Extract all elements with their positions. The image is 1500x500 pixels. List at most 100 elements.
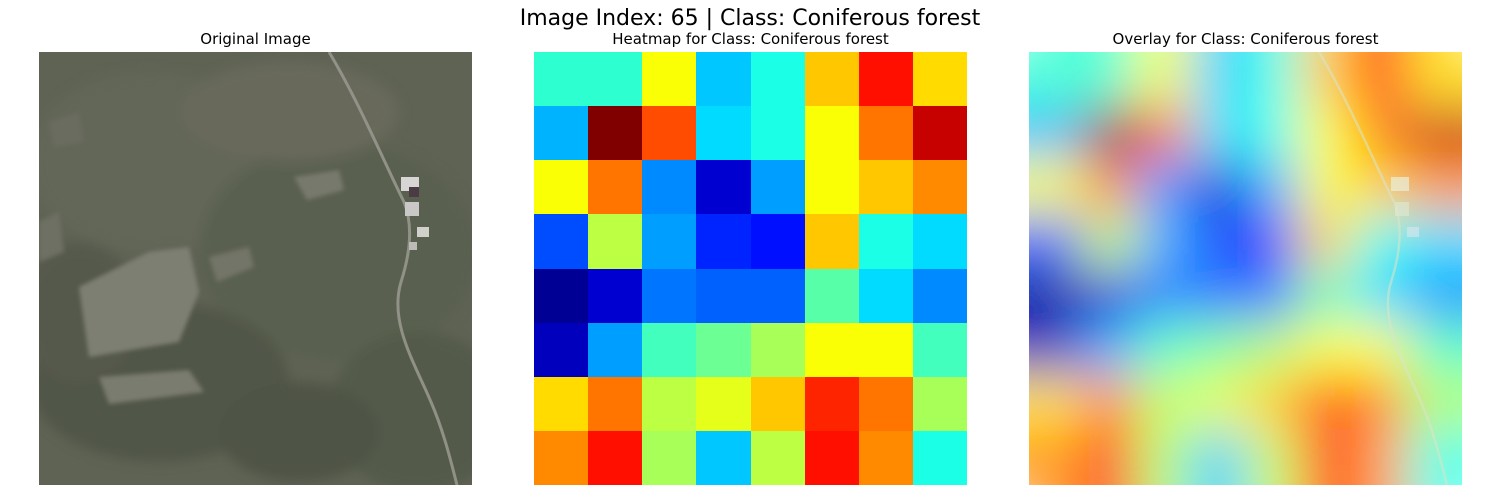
overlay-cell — [1136, 159, 1193, 216]
heatmap-cell — [804, 268, 859, 323]
heatmap-cell — [696, 322, 751, 377]
overlay-cell — [1406, 321, 1462, 378]
overlay-cell — [1190, 375, 1247, 432]
heatmap-cell — [858, 268, 913, 323]
overlay-cell — [1352, 52, 1409, 108]
original-satellite-image — [39, 52, 472, 485]
heatmap-cell — [912, 322, 967, 377]
heatmap-cell — [858, 52, 913, 107]
overlay-cell — [1082, 105, 1139, 162]
heatmap-cell — [912, 160, 967, 215]
heatmap-cell — [804, 376, 859, 431]
overlay-cell — [1029, 429, 1085, 485]
heatmap-cell — [642, 214, 697, 269]
heatmap-cell — [534, 214, 589, 269]
overlay-cell — [1244, 267, 1301, 324]
heatmap-cell — [912, 376, 967, 431]
overlay-cell — [1244, 213, 1301, 270]
original-image-title: Original Image — [200, 30, 311, 48]
overlay-cell — [1082, 267, 1139, 324]
heatmap-cell — [912, 214, 967, 269]
heatmap-cell — [696, 214, 751, 269]
overlay-cell — [1244, 375, 1301, 432]
overlay-cell — [1082, 429, 1139, 485]
heatmap-cell — [534, 376, 589, 431]
heatmap-cell — [858, 160, 913, 215]
overlay-cell — [1244, 52, 1301, 108]
overlay-cell — [1244, 159, 1301, 216]
overlay-cell — [1136, 213, 1193, 270]
heatmap-cell — [588, 214, 643, 269]
heatmap-cell — [642, 106, 697, 161]
overlay-cell — [1029, 105, 1085, 162]
overlay-title: Overlay for Class: Coniferous forest — [1112, 30, 1379, 48]
overlay-cell — [1190, 267, 1247, 324]
overlay-cell — [1136, 52, 1193, 108]
overlay-cell — [1082, 375, 1139, 432]
overlay-cell — [1029, 375, 1085, 432]
overlay-cell — [1406, 52, 1462, 108]
overlay-cell — [1298, 105, 1355, 162]
overlay-cell — [1406, 213, 1462, 270]
heatmap-cell — [642, 322, 697, 377]
heatmap-cell — [912, 430, 967, 485]
buildings — [401, 177, 429, 250]
overlay-cell — [1190, 105, 1247, 162]
heatmap-cell — [534, 106, 589, 161]
heatmap-cell — [534, 268, 589, 323]
heatmap-cell — [804, 106, 859, 161]
overlay-cell — [1029, 267, 1085, 324]
heatmap-cell — [642, 430, 697, 485]
overlay-cell — [1136, 375, 1193, 432]
heatmap-cell — [750, 268, 805, 323]
overlay-cell — [1298, 321, 1355, 378]
overlay-cell — [1136, 321, 1193, 378]
overlay-cell — [1298, 429, 1355, 485]
heatmap-cell — [750, 322, 805, 377]
overlay-cell — [1190, 429, 1247, 485]
overlay-cell — [1352, 267, 1409, 324]
heatmap-cell — [534, 430, 589, 485]
heatmap-cell — [858, 430, 913, 485]
heatmap-cell — [696, 376, 751, 431]
heatmap-cell — [750, 160, 805, 215]
heatmap-cell — [696, 106, 751, 161]
heatmap-cell — [858, 214, 913, 269]
overlay-cell — [1244, 321, 1301, 378]
heatmap-cell — [804, 52, 859, 107]
overlay-cell — [1352, 375, 1409, 432]
heatmap-cell — [588, 376, 643, 431]
overlay-cell — [1136, 429, 1193, 485]
heatmap-cell — [588, 322, 643, 377]
heatmap-cell — [858, 106, 913, 161]
heatmap-cell — [858, 376, 913, 431]
overlay-cell — [1082, 321, 1139, 378]
heatmap-grid — [534, 52, 967, 485]
overlay-cell — [1190, 52, 1247, 108]
overlay-cell — [1082, 213, 1139, 270]
overlay-cell — [1298, 375, 1355, 432]
overlay-cell — [1244, 429, 1301, 485]
heatmap-cell — [588, 430, 643, 485]
overlay-cell — [1029, 52, 1085, 108]
heatmap-cell — [750, 52, 805, 107]
heatmap-cell — [750, 106, 805, 161]
heatmap-cell — [750, 430, 805, 485]
heatmap-cell — [912, 106, 967, 161]
heatmap-title: Heatmap for Class: Coniferous forest — [612, 30, 889, 48]
heatmap-cell — [588, 268, 643, 323]
heatmap-cell — [588, 52, 643, 107]
overlay-cell — [1136, 105, 1193, 162]
overlay-cell — [1406, 105, 1462, 162]
heatmap-cell — [696, 268, 751, 323]
overlay-cell — [1029, 213, 1085, 270]
heatmap-cell — [642, 376, 697, 431]
overlay-cell — [1082, 159, 1139, 216]
heatmap-cell — [696, 430, 751, 485]
heatmap-cell — [750, 214, 805, 269]
heatmap-cell — [642, 160, 697, 215]
heatmap-panel: Heatmap for Class: Coniferous forest — [534, 30, 967, 485]
heatmap-cell — [534, 322, 589, 377]
heatmap-cell — [912, 52, 967, 107]
overlay-cell — [1298, 52, 1355, 108]
